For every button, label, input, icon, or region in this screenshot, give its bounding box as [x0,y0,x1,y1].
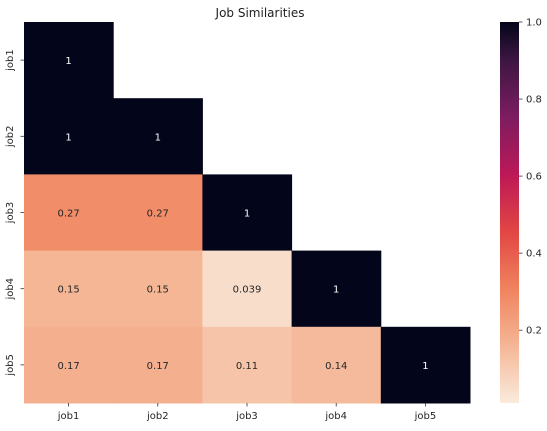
cell-value-label: 1 [65,56,71,67]
x-tick-label: job3 [235,411,258,422]
x-tick-label: job4 [324,411,347,422]
chart-title: Job Similarities [215,6,305,20]
heatmap-cell-job4-job2 [113,250,203,328]
heatmap-cell-job3-job2 [113,174,203,252]
heatmap-cell-job5-job1 [24,326,114,404]
y-tick-label: job5 [5,354,16,377]
cell-value-label: 1 [422,361,428,372]
heatmap-cell-job4-job1 [24,250,114,328]
heatmap-cell-job4-job4 [291,250,382,328]
heatmap-cell-job5-job3 [202,326,293,404]
y-tick-label: job2 [5,125,16,148]
heatmap-cell-job5-job2 [113,326,203,404]
cell-value-label: 1 [65,132,71,143]
cell-value-label: 1 [155,132,161,143]
cell-value-label: 0.15 [147,285,169,296]
heatmap-cells [24,22,471,404]
y-tick-label: job3 [5,202,16,225]
x-tick-label: job2 [146,411,169,422]
cell-value-label: 1 [244,209,250,220]
heatmap-cell-job3-job1 [24,174,114,252]
cell-value-label: 0.27 [147,209,169,220]
heatmap-cell-job2-job1 [24,98,114,175]
heatmap-cell-job5-job5 [380,326,471,404]
y-tick-label: job1 [5,49,16,72]
colorbar-tick-label: 0.6 [526,172,542,183]
x-tick-label: job5 [414,411,437,422]
colorbar-gradient [500,22,519,403]
colorbar-tick-label: 1.0 [526,18,542,29]
colorbar-tick-label: 0.2 [526,326,542,337]
heatmap-cell-job5-job4 [291,326,382,404]
colorbar-tick-label: 0.8 [526,95,542,106]
heatmap-cell-job1-job1 [24,22,114,99]
heatmap-cell-job2-job2 [113,98,203,175]
cell-value-label: 0.039 [233,285,262,296]
cell-value-label: 1 [333,285,339,296]
cell-value-label: 0.15 [57,285,79,296]
x-axis: job1 job2 job3 job4 job5 [57,403,436,422]
y-axis: job1 job2 job3 job4 job5 [5,49,24,377]
colorbar-tick-label: 0.4 [526,249,542,260]
heatmap-cell-job4-job3 [202,250,293,328]
heatmap-cell-labels: 1 1 1 0.27 0.27 1 0.15 0.15 0.039 1 0.17 0.17 0.11 0.… [57,56,428,372]
x-tick-label: job1 [57,411,80,422]
cell-value-label: 0.14 [325,361,347,372]
y-tick-label: job4 [5,278,16,301]
cell-value-label: 0.11 [236,361,258,372]
cell-value-label: 0.17 [147,361,169,372]
heatmap-cell-job3-job3 [202,174,293,252]
cell-value-label: 0.17 [57,361,79,372]
cell-value-label: 0.27 [57,209,79,220]
colorbar: 0.2 0.4 0.6 0.8 1.0 [500,18,542,403]
